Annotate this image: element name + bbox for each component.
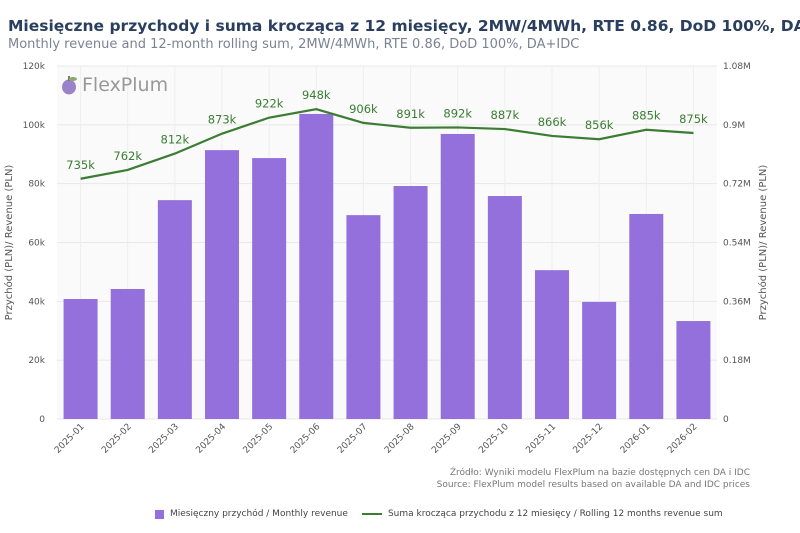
bar	[676, 321, 711, 419]
x-tick-label: 2025-08	[383, 422, 417, 456]
bar	[629, 213, 664, 419]
bar	[393, 186, 428, 419]
bar	[346, 215, 381, 419]
x-tick-label: 2025-06	[289, 422, 323, 456]
x-tick-label: 2025-12	[572, 422, 606, 456]
x-tick-label: 2025-11	[524, 422, 558, 456]
y-tick-label: 80k	[28, 180, 45, 190]
bar	[440, 133, 475, 419]
y2-tick-label: 0.72M	[723, 180, 751, 190]
x-tick-label: 2025-01	[53, 422, 87, 456]
y-axis-title: Przychód (PLN)/ Revenue (PLN)	[3, 165, 15, 321]
line-data-label: 885k	[632, 109, 661, 123]
y-tick-label: 60k	[28, 239, 45, 249]
y-tick-label: 120k	[23, 62, 46, 72]
y-tick-label: 100k	[23, 121, 46, 131]
x-tick-label: 2026-02	[666, 422, 700, 456]
bar	[487, 196, 522, 419]
x-tick-label: 2026-01	[619, 422, 653, 456]
y2-tick-label: 0.9M	[723, 121, 745, 131]
line-data-label: 866k	[538, 115, 567, 129]
line-data-label: 735k	[66, 158, 95, 172]
line-data-label: 856k	[585, 118, 614, 132]
plum-icon	[62, 76, 77, 95]
y2-axis-title: Przychód (PLN)/ Revenue (PLN)	[757, 165, 769, 321]
line-data-label: 875k	[679, 112, 708, 126]
bar	[299, 113, 334, 420]
bar	[582, 301, 617, 419]
line-data-label: 906k	[349, 102, 378, 116]
y-tick-label: 20k	[28, 356, 45, 366]
y-tick-label: 0	[39, 415, 45, 425]
source-line-pl: Źródło: Wyniki modelu FlexPlum na bazie …	[449, 468, 750, 478]
x-tick-label: 2025-10	[477, 422, 511, 456]
bar	[252, 158, 287, 420]
bar	[157, 200, 192, 419]
legend-bar-label[interactable]: Miesięczny przychód / Monthly revenue	[170, 509, 348, 519]
flexplum-logo: FlexPlum	[60, 74, 168, 96]
y2-tick-label: 0	[723, 415, 729, 425]
x-tick-label: 2025-09	[430, 422, 464, 456]
line-data-label: 891k	[396, 107, 425, 121]
y2-tick-label: 0.54M	[723, 239, 751, 249]
x-tick-label: 2025-05	[242, 422, 276, 456]
x-tick-label: 2025-02	[100, 422, 134, 456]
y2-tick-label: 0.18M	[723, 356, 751, 366]
logo-text: FlexPlum	[82, 74, 169, 96]
line-data-label: 887k	[491, 108, 520, 122]
legend-line-swatch[interactable]	[361, 513, 382, 515]
bar	[535, 270, 569, 419]
source-line-en: Source: FlexPlum model results based on …	[436, 480, 750, 490]
y2-tick-label: 1.08M	[723, 62, 751, 72]
line-data-label: 873k	[208, 113, 237, 127]
bar	[110, 288, 145, 419]
legend-line-label[interactable]: Suma krocząca przychodu z 12 miesięcy / …	[387, 509, 723, 519]
line-data-label: 892k	[443, 106, 472, 120]
line-data-label: 762k	[113, 149, 142, 163]
x-tick-label: 2025-04	[194, 422, 228, 456]
chart-subtitle: Monthly revenue and 12-month rolling sum…	[8, 37, 580, 52]
line-data-label: 922k	[255, 97, 284, 111]
x-tick-label: 2025-07	[336, 422, 370, 456]
y-tick-label: 40k	[28, 297, 45, 307]
bar	[63, 298, 98, 419]
chart-title: Miesięczne przychody i suma krocząca z 1…	[8, 17, 800, 35]
x-tick-label: 2025-03	[147, 422, 181, 456]
legend: Miesięczny przychód / Monthly revenue Su…	[155, 509, 723, 519]
rolling-sum-line	[80, 108, 694, 180]
bar	[205, 150, 239, 420]
line-data-label: 948k	[302, 88, 331, 102]
source-note: Źródło: Wyniki modelu FlexPlum na bazie …	[437, 467, 750, 491]
line-data-label: 812k	[161, 133, 190, 147]
legend-bar-swatch[interactable]	[155, 509, 164, 519]
y2-tick-label: 0.36M	[723, 297, 751, 307]
